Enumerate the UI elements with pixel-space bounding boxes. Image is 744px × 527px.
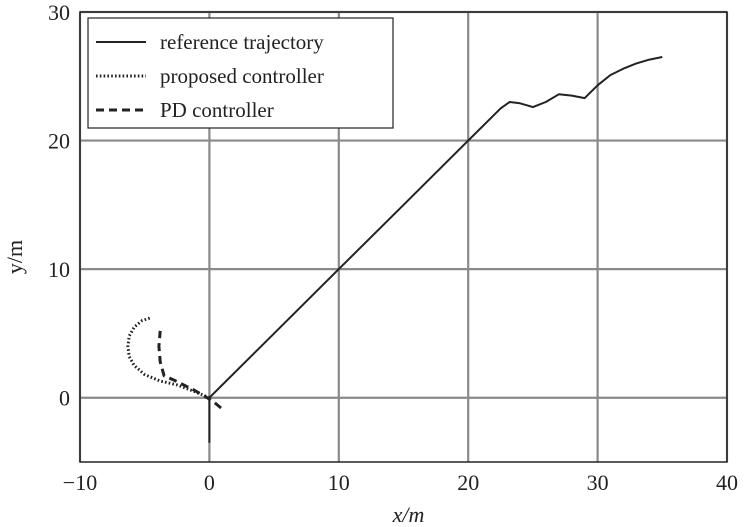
x-tick-label: 0 (204, 470, 215, 495)
series-layer (126, 56, 663, 443)
series-line-2 (126, 316, 210, 400)
tick-labels: −10 0 10 20 30 40 0 10 20 30 (48, 0, 738, 495)
legend-label-1: reference trajectory (160, 30, 324, 54)
y-tick-label: 10 (48, 257, 70, 282)
x-tick-label: 30 (587, 470, 609, 495)
series-line-1 (208, 56, 663, 443)
series-line-3 (157, 330, 222, 410)
legend-label-2: proposed controller (160, 64, 324, 88)
y-tick-label: 20 (48, 129, 70, 154)
y-axis-label: y/m (2, 240, 27, 274)
plot-area (79, 11, 728, 463)
x-tick-label: 10 (328, 470, 350, 495)
x-tick-label: −10 (63, 470, 97, 495)
x-axis-label: x/m (392, 502, 425, 527)
x-tick-label: 20 (457, 470, 479, 495)
y-tick-label: 30 (48, 0, 70, 25)
y-tick-label: 0 (59, 386, 70, 411)
legend-label-3: PD controller (160, 98, 274, 122)
x-tick-label: 40 (716, 470, 738, 495)
legend: reference trajectory proposed controller P… (87, 17, 394, 129)
